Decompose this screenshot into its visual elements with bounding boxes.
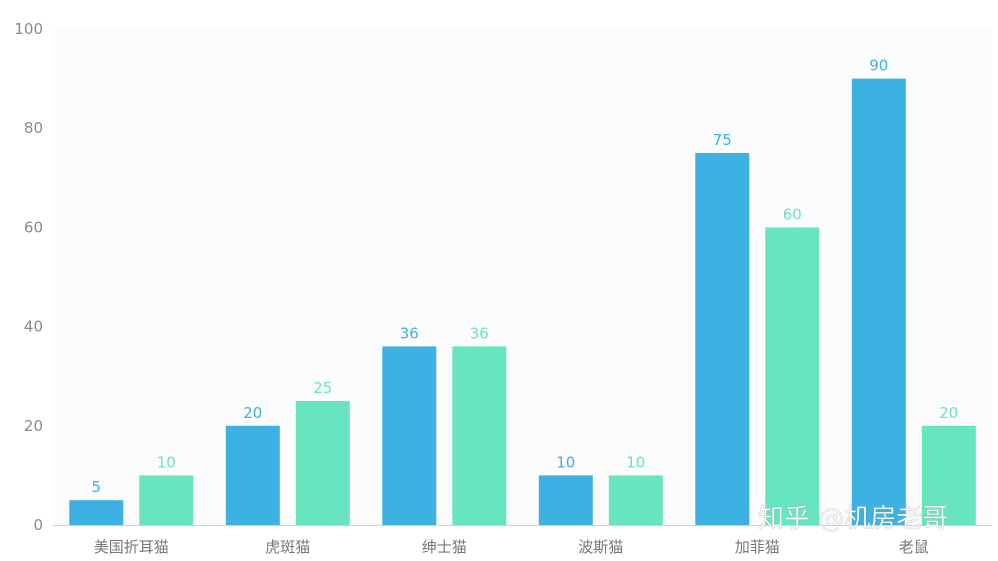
data-label: 5 (92, 478, 102, 496)
plot-background (53, 29, 992, 525)
bar (921, 425, 976, 525)
data-label: 36 (400, 324, 419, 342)
bars-group (69, 78, 976, 525)
y-tick-label: 20 (24, 417, 43, 435)
data-label: 10 (157, 453, 176, 471)
bar (139, 475, 194, 525)
bar (382, 346, 437, 525)
data-label: 20 (243, 404, 262, 422)
data-label: 10 (626, 453, 645, 471)
bar (608, 475, 663, 525)
x-category-label: 绅士猫 (422, 538, 467, 556)
x-category-label: 加菲猫 (735, 538, 780, 556)
y-tick-label: 80 (24, 119, 43, 137)
x-category-label: 虎斑猫 (265, 538, 310, 556)
x-axis-labels: 美国折耳猫 虎斑猫 绅士猫 波斯猫 加菲猫 老鼠 (94, 538, 929, 556)
bar (452, 346, 507, 525)
y-tick-label: 0 (33, 516, 43, 534)
watermark: 知乎 @机房老哥 (758, 504, 948, 534)
bar (295, 401, 350, 525)
x-category-label: 美国折耳猫 (94, 538, 169, 556)
bar (69, 500, 124, 525)
bar (695, 153, 750, 525)
y-tick-label: 100 (14, 20, 43, 38)
data-label: 36 (470, 324, 489, 342)
data-labels-group: 5 10 20 25 36 36 10 10 75 60 90 20 (92, 57, 959, 497)
bar (851, 78, 906, 525)
y-axis-ticks: 0 20 40 60 80 100 (14, 20, 43, 534)
data-label: 90 (869, 57, 888, 75)
y-tick-label: 40 (24, 318, 43, 336)
data-label: 20 (939, 404, 958, 422)
x-category-label: 老鼠 (899, 538, 929, 556)
data-label: 60 (783, 205, 802, 223)
bar (765, 227, 820, 525)
data-label: 75 (713, 131, 732, 149)
x-category-label: 波斯猫 (578, 538, 623, 556)
bar (538, 475, 593, 525)
y-tick-label: 60 (24, 218, 43, 236)
bar (225, 425, 280, 525)
data-label: 10 (556, 453, 575, 471)
data-label: 25 (313, 379, 332, 397)
